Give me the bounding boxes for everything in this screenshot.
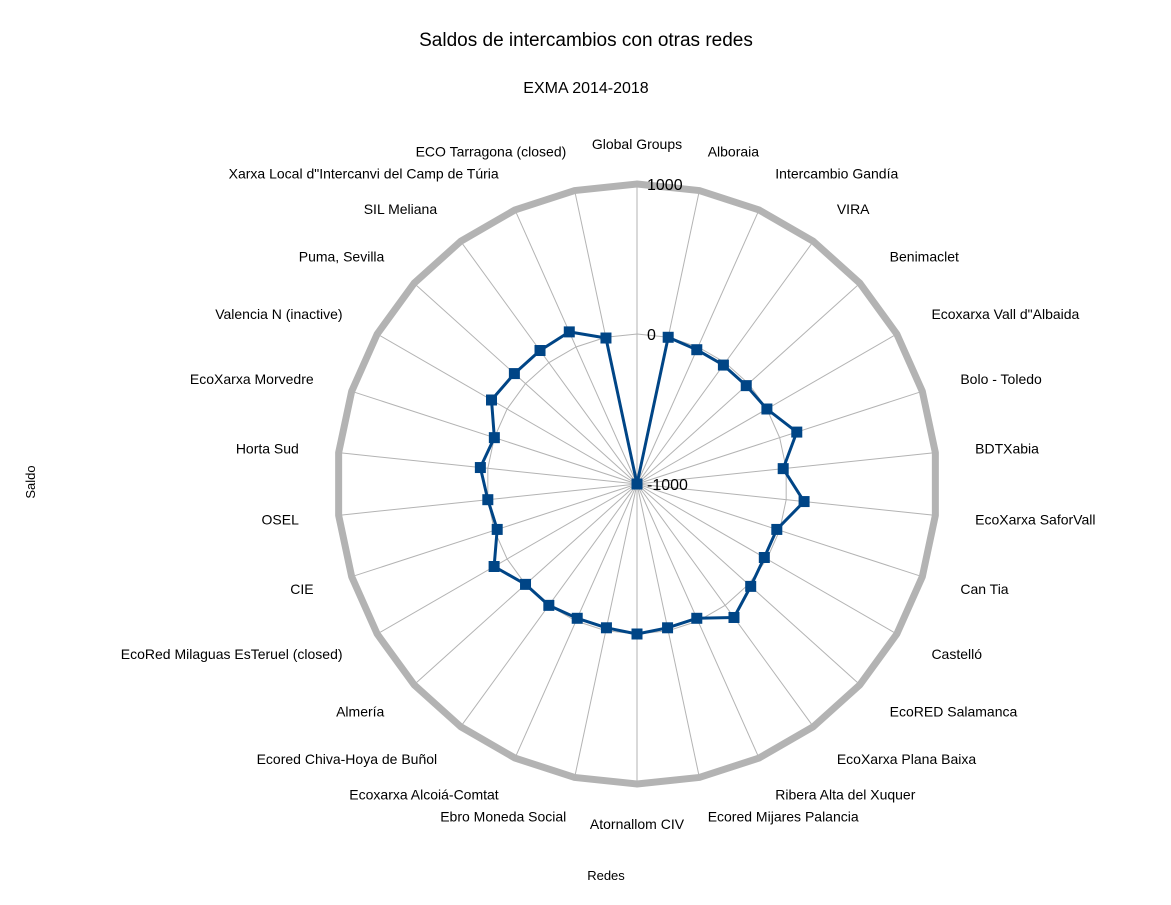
data-point [486, 394, 498, 406]
chart-title: Saldos de intercambios con otras redes [419, 30, 753, 51]
data-point [571, 612, 583, 624]
data-point [777, 463, 789, 475]
category-label: EcoRED Salamanca [890, 704, 1018, 720]
category-label: Puma, Sevilla [299, 248, 385, 264]
category-labels: Global Groups Alboraia Intercambio Gandía V… [121, 136, 1096, 832]
data-point [791, 426, 803, 438]
data-point [740, 380, 752, 392]
category-label: VIRA [837, 201, 870, 217]
category-label: CIE [290, 581, 313, 597]
data-point [728, 611, 740, 623]
data-point [662, 331, 674, 343]
category-label: Intercambio Gandía [775, 165, 898, 181]
category-label: EcoXarxa SaforVall [975, 512, 1095, 528]
chart-subtitle: EXMA 2014-2018 [523, 80, 649, 97]
data-point [758, 552, 770, 563]
category-label: Bolo - Toledo [960, 371, 1042, 387]
x-axis-label: Redes [587, 868, 625, 883]
data-point [631, 478, 643, 490]
data-point [761, 403, 773, 415]
category-label: Ecoxarxa Vall d"Albaida [931, 306, 1079, 322]
data-point [520, 578, 532, 590]
category-label: Ecored Mijares Palancia [708, 809, 859, 825]
data-point [600, 332, 612, 344]
category-label: Benimaclet [890, 248, 959, 264]
data-point [691, 344, 703, 356]
category-label: Global Groups [592, 136, 682, 152]
category-label: Valencia N (inactive) [215, 306, 342, 322]
data-point [745, 580, 757, 592]
radial-ticks: -1000 0 1000 [647, 177, 688, 494]
category-label: EcoRed Milaguas EsTeruel (closed) [121, 646, 343, 662]
category-label: Alboraia [708, 143, 760, 159]
category-label: EcoXarxa Plana Baixa [837, 751, 977, 767]
tick-label: -1000 [647, 477, 688, 494]
data-point [600, 622, 612, 634]
data-point [691, 612, 703, 624]
data-point [563, 326, 575, 338]
data-point [717, 359, 729, 371]
category-label: Castelló [931, 646, 982, 662]
data-point [798, 496, 810, 508]
category-label: Xarxa Local d"Intercanvi del Camp de Túr… [229, 165, 499, 181]
data-point [543, 599, 555, 611]
category-label: ECO Tarragona (closed) [416, 143, 567, 159]
data-point [508, 368, 520, 380]
category-label: Horta Sud [236, 440, 299, 456]
data-point [631, 628, 643, 640]
data-point [488, 561, 500, 572]
tick-label: 1000 [647, 177, 683, 194]
tick-label: 0 [647, 327, 656, 344]
outer-ring [335, 180, 939, 788]
category-label: EcoXarxa Morvedre [190, 371, 314, 387]
data-point [482, 494, 494, 506]
data-point [474, 462, 486, 474]
category-label: Atornallom CIV [590, 816, 685, 832]
category-label: Ecoxarxa Alcoiá-Comtat [349, 787, 499, 803]
data-point [488, 432, 500, 444]
category-label: Ebro Moneda Social [440, 809, 566, 825]
data-point [771, 523, 783, 535]
category-label: SIL Meliana [364, 201, 438, 217]
category-label: Almería [336, 704, 384, 720]
category-label: OSEL [262, 512, 300, 528]
data-point [662, 622, 674, 634]
data-point [491, 523, 503, 535]
category-label: Ecored Chiva-Hoya de Buñol [257, 751, 438, 767]
category-label: BDTXabia [975, 440, 1039, 456]
y-axis-label: Saldo [23, 465, 38, 498]
category-label: Can Tia [960, 581, 1008, 597]
data-point [534, 345, 546, 357]
category-label: Ribera Alta del Xuquer [775, 787, 915, 803]
radar-series [474, 326, 810, 640]
